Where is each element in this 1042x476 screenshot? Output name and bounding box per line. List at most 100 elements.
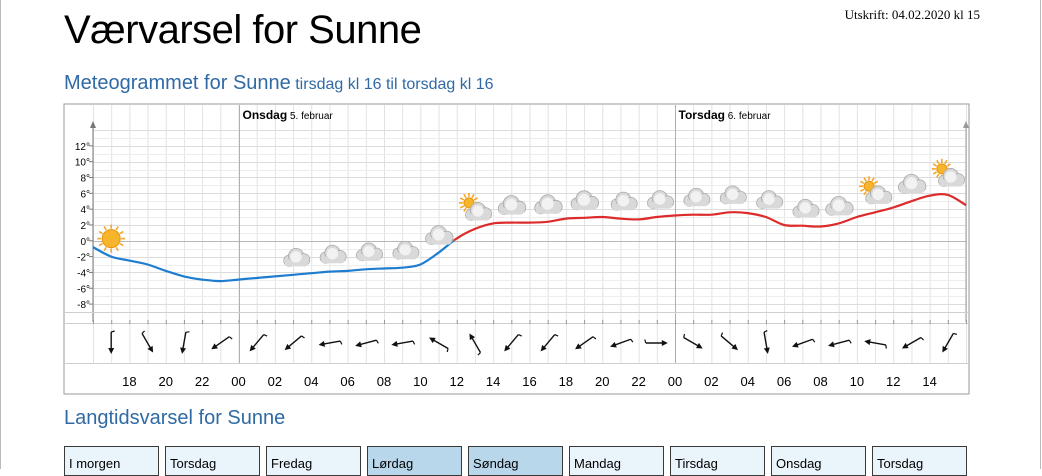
wind-arrow-head [147,345,154,353]
wind-arrow-barb [812,338,816,343]
longterm-tab-4[interactable]: Søndag [468,446,563,476]
wind-arrow-barb [720,332,724,337]
longterm-tab-3[interactable]: Lørdag [367,446,462,476]
x-tick-label-22: 14 [922,374,936,389]
longterm-tab-2[interactable]: Fredag [266,446,361,476]
weather-symbol-moon-cloud [792,192,820,218]
wind-arrow-head [391,340,398,347]
longterm-tab-7[interactable]: Onsdag [771,446,866,476]
sun-ray [459,197,465,201]
wind-arrow-head [108,348,115,354]
weather-symbol-cloud [497,195,527,215]
wind-arrow-icon [942,332,957,353]
x-tick-label-14: 22 [631,374,645,389]
longterm-tab-6[interactable]: Tirsdag [670,446,765,476]
sun-ray [873,180,879,184]
wind-arrow-head [828,341,835,348]
wind-arrow-barb [644,339,647,344]
cloud-highlight [872,188,884,201]
cloud-icon [570,190,599,211]
x-tick-label-16: 02 [704,374,718,389]
wind-arrow-icon [355,339,379,348]
page-border-left [0,0,1,469]
wind-arrow-barb [848,339,852,344]
wind-arrow-head [696,342,703,349]
cloud-base [939,179,964,187]
cloud-highlight [690,191,702,203]
cloud-highlight [832,199,845,212]
x-tick-label-20: 10 [850,374,864,389]
longterm-tab-0[interactable]: I morgen [64,446,159,476]
y-tick-label: 10° [75,158,90,169]
wind-arrow-icon [720,332,738,351]
y-tick-label: 8° [80,173,90,184]
day-label-name: Torsdag [679,108,725,122]
weather-symbol-sun-cloud [931,158,965,187]
longterm-day-tabs: I morgen Torsdag Fredag Lørdag Søndag Mandag T… [64,446,973,476]
sun-ray [863,177,867,182]
wind-arrow-icon [211,336,233,350]
sun-ray [932,163,938,167]
x-tick-label-3: 00 [231,374,245,389]
cloud-highlight [654,193,666,205]
cloud-highlight [578,193,591,206]
cloud-highlight [617,195,630,207]
sun-ray [463,207,467,212]
wind-arrow-head [504,344,511,352]
sun-disc [101,229,121,249]
cloud-base [466,213,491,221]
sun-icon [97,224,126,253]
sun-ray [119,242,124,247]
sun-ray [860,180,865,184]
cloud-base [284,259,309,267]
cloud-icon [392,240,420,260]
x-tick-label-9: 12 [450,374,464,389]
wind-arrow-barb [446,348,449,353]
cloud-base [648,201,673,209]
cloud-base [535,206,561,214]
sun-ray [103,246,107,252]
longterm-tab-5[interactable]: Mandag [569,446,664,476]
wind-arrow-head [942,345,948,353]
wind-arrow-icon [540,334,559,352]
cloud-base [321,256,345,264]
cloud-highlight [799,202,812,214]
weather-symbol-cloud [898,173,927,194]
wind-arrow-icon [763,330,770,354]
page-border-right [1040,0,1041,469]
cloud-icon [319,244,347,264]
sun-disc [463,197,475,209]
cloud-highlight [541,197,554,210]
x-tick-label-13: 20 [595,374,609,389]
longterm-tab-8[interactable]: Torsdag [872,446,967,476]
weather-symbol-cloud [534,194,563,215]
wind-arrow-icon [284,335,305,351]
wind-arrow-icon [901,336,924,349]
wind-arrow-head [661,340,668,346]
meteogram-heading-period: tirsdag kl 16 til torsdag kl 16 [295,76,494,93]
wind-arrow-icon [108,330,115,354]
weather-symbol-moon-cloud [683,181,711,207]
weather-symbol-sun-cloud [458,192,493,221]
cloud-highlight [726,188,739,201]
cloud-base [572,202,598,210]
x-tick-label-11: 16 [522,374,536,389]
wind-arrow-icon [249,334,268,352]
longterm-tab-1[interactable]: Torsdag [165,446,260,476]
y-tick-label: 6° [80,189,90,200]
wind-arrow-icon [828,339,852,348]
wind-arrow-barb [412,340,416,345]
wind-arrow-head [791,341,799,348]
weather-symbol-moon-cloud [355,236,383,262]
wind-arrow-barb [339,340,343,345]
wind-arrow-icon [575,336,597,350]
wind-arrow-barb [885,344,887,349]
sun-ray [932,171,938,175]
cloud-icon [792,198,820,218]
wind-arrow-barb [185,331,190,333]
cloud-highlight [905,177,918,190]
wind-arrow-icon [644,339,668,346]
day-label-name: Onsdag [243,108,288,122]
wind-arrow-head [211,343,218,350]
x-tick-label-2: 22 [195,374,209,389]
